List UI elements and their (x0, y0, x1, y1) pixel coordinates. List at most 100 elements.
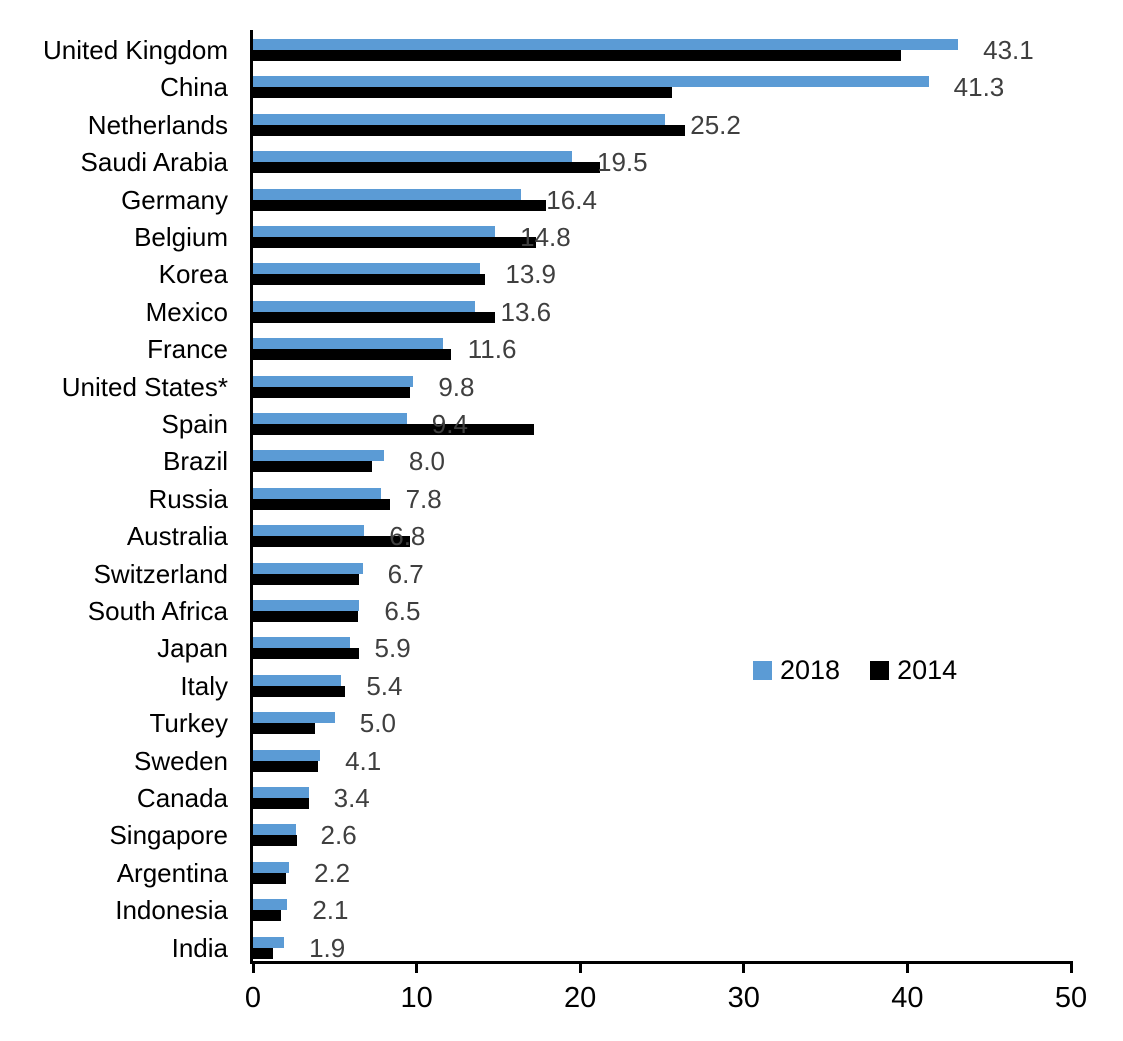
value-label: 7.8 (405, 483, 442, 514)
bar-2018-mexico (253, 300, 476, 312)
bar-2018-china (253, 76, 929, 88)
x-axis-tick-label: 30 (727, 982, 760, 1014)
bar-2018-sweden (253, 749, 321, 761)
bar-2018-south-africa (253, 600, 360, 611)
bar-2014-belgium (253, 237, 537, 248)
category-label: Saudi Arabia (80, 147, 228, 178)
bar-2018-indonesia (253, 899, 288, 911)
category-label: Belgium (134, 222, 228, 252)
x-axis-tick (905, 964, 909, 973)
legend: 2018 2014 (753, 657, 957, 684)
bar-2014-germany (253, 199, 546, 211)
bar-2018-switzerland (253, 562, 363, 574)
value-label: 13.6 (500, 296, 552, 327)
bar-2014-netherlands (253, 124, 685, 136)
bar-2018-japan (253, 637, 350, 649)
bar-2018-spain (253, 413, 407, 424)
value-label: 19.5 (597, 147, 648, 178)
bar-2018-turkey (253, 712, 335, 724)
bar-2018-saudi-arabia (253, 151, 573, 163)
bar-2014-mexico (253, 311, 496, 323)
category-label: Indonesia (115, 895, 228, 926)
value-label: 5.9 (374, 633, 411, 664)
category-axis-labels: United Kingdom China Netherlands Saudi Arab… (0, 0, 253, 1041)
legend-entry-2018: 2018 (753, 657, 840, 684)
x-axis-tick-label: 40 (891, 982, 924, 1014)
category-label: China (160, 72, 228, 103)
bar-2018-australia (253, 525, 365, 537)
category-label: Spain (161, 409, 229, 439)
bar-2014-indonesia (253, 910, 281, 922)
legend-swatch-2018-icon (753, 661, 772, 680)
value-label: 43.1 (983, 35, 1034, 65)
x-axis-tick (415, 964, 419, 973)
bar-2018-russia (253, 487, 381, 499)
x-axis-tick (578, 964, 582, 973)
x-axis-line (250, 961, 1073, 964)
bar-2018-singapore (253, 824, 296, 836)
category-label: Russia (148, 483, 228, 514)
value-label: 9.4 (431, 409, 468, 439)
category-label: Japan (157, 633, 228, 664)
category-label: Brazil (162, 446, 228, 477)
bar-2014-spain (253, 424, 535, 435)
value-label: 5.4 (366, 670, 403, 701)
x-axis-tick (742, 964, 746, 973)
value-label: 2.2 (313, 857, 351, 888)
plot-area: 43.1 41.3 25.2 19.5 16.4 14.8 13.9 13.6 11.6 9.8 9… (253, 35, 1073, 963)
value-label: 2.1 (312, 895, 349, 926)
category-label: Germany (121, 184, 228, 215)
bar-2018-italy (253, 674, 342, 686)
category-label: Argentina (116, 857, 228, 888)
value-label: 1.9 (309, 932, 346, 963)
value-label: 3.4 (333, 783, 370, 813)
category-label: Canada (136, 783, 228, 813)
bar-2014-united-kingdom (253, 50, 901, 61)
value-label: 6.5 (384, 596, 421, 626)
bar-2014-south-africa (253, 611, 358, 622)
category-label: Sweden (134, 745, 228, 776)
category-label: Switzerland (93, 558, 228, 589)
bar-2014-saudi-arabia (253, 162, 600, 174)
bar-2018-india (253, 936, 285, 948)
value-label: 9.8 (438, 371, 475, 402)
category-label: Turkey (149, 708, 229, 739)
bar-2018-germany (253, 188, 522, 200)
value-label: 13.9 (505, 259, 556, 290)
bar-2014-japan (253, 648, 360, 660)
bar-2014-united-states- (253, 386, 411, 398)
bar-2014-china (253, 87, 672, 99)
bar-2018-united-states- (253, 375, 414, 387)
bar-2014-australia (253, 536, 411, 548)
value-label: 4.1 (345, 745, 382, 776)
value-label: 5.0 (359, 708, 396, 739)
bar-2018-netherlands (253, 113, 666, 125)
bar-2014-sweden (253, 760, 319, 772)
bar-2018-belgium (253, 226, 496, 237)
bar-2014-argentina (253, 872, 286, 884)
bar-2014-india (253, 947, 273, 959)
bar-2018-canada (253, 787, 309, 798)
category-label: Italy (180, 670, 228, 701)
bar-2018-argentina (253, 861, 289, 873)
category-label: Korea (158, 259, 228, 290)
category-label: Mexico (145, 296, 228, 327)
bar-2014-canada (253, 798, 309, 809)
x-axis-tick (251, 964, 255, 973)
bar-2018-united-kingdom (253, 39, 959, 50)
value-label: 6.8 (389, 521, 426, 552)
bar-2018-korea (253, 263, 481, 275)
x-axis-tick-label: 50 (1054, 982, 1088, 1014)
category-label: India (171, 932, 228, 963)
category-label: South Africa (87, 596, 228, 626)
x-axis-tick-label: 0 (244, 982, 262, 1014)
x-axis-tick-label: 20 (564, 982, 597, 1014)
bar-2018-brazil (253, 450, 384, 462)
category-label: United States* (61, 371, 228, 402)
y-axis-line (250, 30, 253, 963)
category-label: Australia (126, 521, 228, 552)
bar-2014-italy (253, 685, 345, 697)
category-label: France (147, 334, 228, 365)
legend-label-2014: 2014 (897, 655, 958, 685)
legend-swatch-2014-icon (870, 661, 890, 680)
